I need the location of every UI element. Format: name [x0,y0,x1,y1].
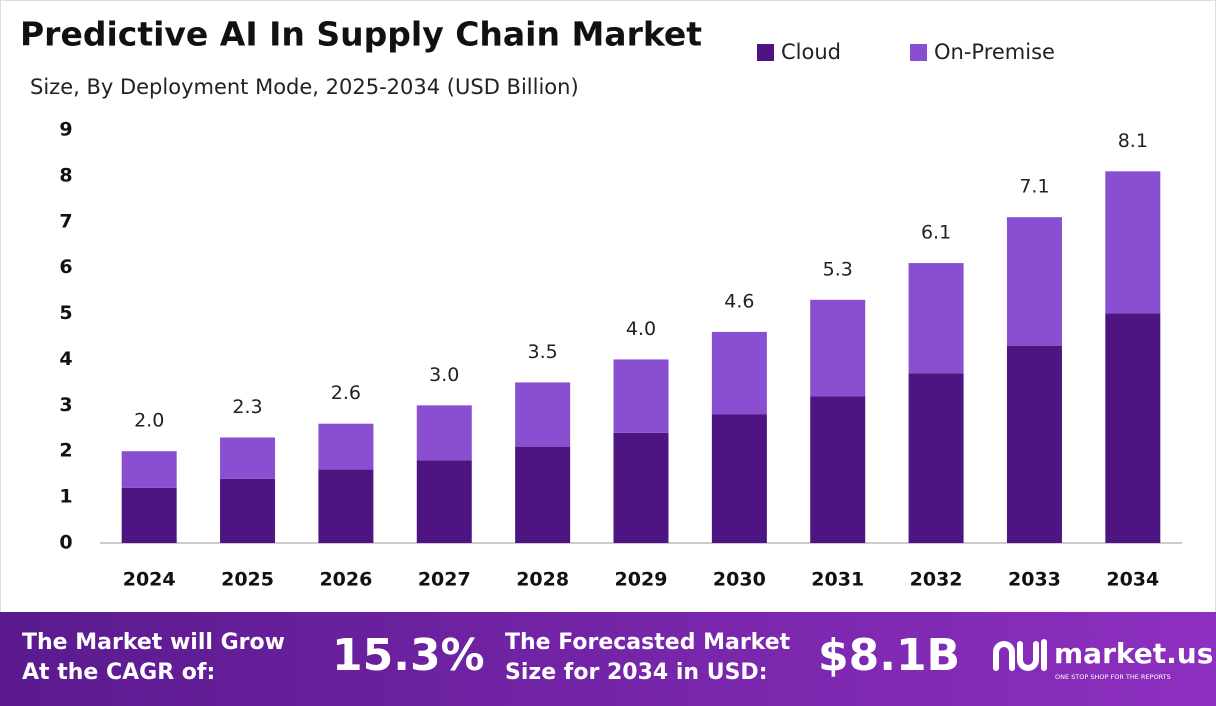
bar-segment [318,469,374,543]
y-tick-label: 6 [59,256,72,278]
total-label: 2.6 [331,382,361,404]
x-tick-label: 2028 [516,569,569,591]
forecast-text: The Forecasted Market [505,630,791,655]
bar-segment [318,423,374,470]
y-tick-label: 2 [59,440,72,462]
y-tick-label: 5 [59,302,72,324]
cagr-text: At the CAGR of: [22,660,215,685]
total-label: 2.0 [134,410,164,432]
total-label: 6.1 [921,222,951,244]
y-tick-label: 3 [59,394,72,416]
legend-label: On-Premise [934,40,1055,64]
bar-segment [121,487,177,543]
bar-segment [515,382,571,447]
bar-segment [220,478,276,543]
x-tick-label: 2024 [123,569,176,591]
bar-segment [1105,171,1161,314]
bar-segment [1105,313,1161,543]
total-label: 5.3 [823,258,853,280]
forecast-value: $8.1B [818,630,960,681]
total-label: 4.0 [626,318,656,340]
bar-segment [908,263,964,374]
bar-segment [908,373,964,543]
x-tick-label: 2033 [1008,569,1061,591]
x-tick-label: 2032 [910,569,963,591]
total-label: 7.1 [1019,176,1049,198]
legend-swatch [757,44,774,61]
bar-segment [613,432,669,543]
total-label: 3.5 [528,341,558,363]
x-tick-label: 2025 [221,569,274,591]
legend-swatch [910,44,927,61]
bar-segment [121,451,177,488]
bar-segment [220,437,276,479]
bar-segment [711,331,767,415]
logo-text: market.us [1054,637,1213,670]
x-tick-label: 2029 [615,569,668,591]
bar-segment [613,359,669,433]
total-label: 4.6 [724,290,754,312]
bar-segment [515,446,571,543]
bar-segment [1006,345,1062,543]
chart-subtitle: Size, By Deployment Mode, 2025-2034 (USD… [30,75,579,99]
x-tick-label: 2030 [713,569,766,591]
x-tick-label: 2027 [418,569,471,591]
y-tick-label: 0 [59,532,72,554]
bar-segment [810,396,866,543]
logo-tagline: ONE STOP SHOP FOR THE REPORTS [1055,673,1171,681]
forecast-text: Size for 2034 in USD: [505,660,768,685]
bar-segment [416,460,472,543]
x-tick-label: 2031 [811,569,864,591]
y-tick-label: 1 [59,486,72,508]
total-label: 8.1 [1118,130,1148,152]
y-tick-label: 8 [59,164,72,186]
bar-segment [711,414,767,543]
x-tick-label: 2026 [319,569,372,591]
total-label: 3.0 [429,364,459,386]
bar-segment [1006,217,1062,346]
logo-icon [993,639,1047,671]
cagr-value: 15.3% [332,630,485,681]
y-tick-label: 9 [59,119,72,141]
cagr-text: The Market will Grow [22,630,285,655]
legend-label: Cloud [781,40,841,64]
bar-segment [416,405,472,461]
chart-title: Predictive AI In Supply Chain Market [20,15,702,54]
x-tick-label: 2034 [1106,569,1159,591]
bar-segment [810,299,866,397]
y-tick-label: 4 [59,348,72,370]
total-label: 2.3 [232,396,262,418]
y-tick-label: 7 [59,210,72,232]
